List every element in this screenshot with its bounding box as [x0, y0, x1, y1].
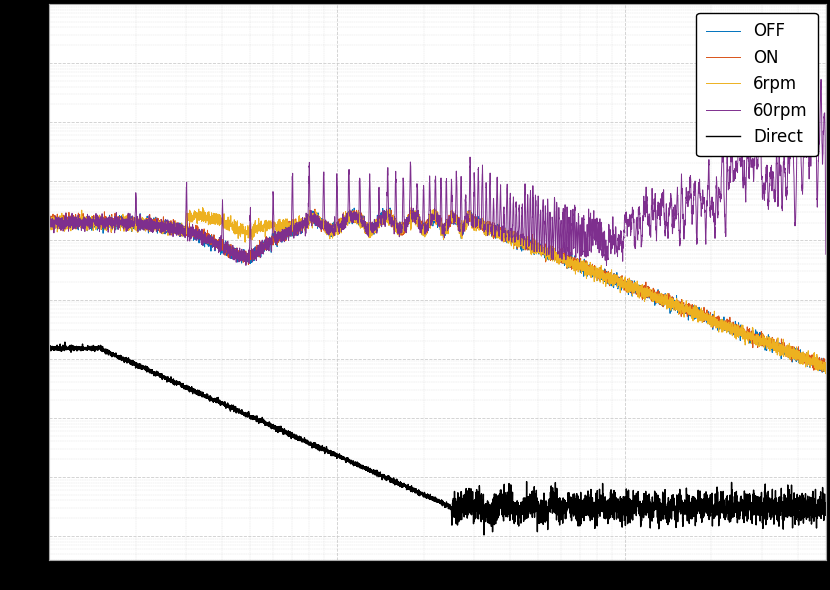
OFF [815, 365, 825, 372]
ON [232, 247, 242, 254]
Line: OFF: OFF [49, 208, 826, 373]
OFF [821, 369, 830, 376]
Line: Direct: Direct [49, 342, 826, 535]
60rpm [754, 26, 764, 33]
6rpm [232, 225, 242, 232]
6rpm [821, 370, 830, 377]
Direct [393, 480, 403, 487]
OFF [393, 227, 403, 234]
6rpm [44, 220, 54, 227]
6rpm [198, 204, 208, 211]
OFF [337, 220, 347, 227]
ON [224, 247, 234, 254]
6rpm [229, 224, 239, 231]
Direct [479, 532, 489, 539]
60rpm [241, 262, 251, 269]
Direct [225, 402, 235, 409]
60rpm [815, 126, 825, 133]
60rpm [228, 247, 238, 254]
6rpm [225, 222, 235, 230]
60rpm [393, 219, 403, 227]
60rpm [821, 251, 830, 258]
ON [817, 368, 827, 375]
OFF [44, 214, 54, 221]
Direct [821, 500, 830, 507]
ON [337, 217, 347, 224]
Direct [229, 406, 239, 413]
OFF [385, 204, 395, 211]
6rpm [393, 224, 403, 231]
60rpm [232, 249, 242, 256]
ON [406, 204, 416, 211]
ON [44, 218, 54, 225]
OFF [821, 365, 830, 372]
6rpm [337, 218, 347, 225]
60rpm [337, 219, 347, 226]
Direct [337, 453, 347, 460]
Line: 6rpm: 6rpm [49, 208, 826, 373]
ON [228, 244, 238, 251]
Line: ON: ON [49, 208, 826, 372]
ON [821, 360, 830, 367]
Legend: OFF, ON, 6rpm, 60rpm, Direct: OFF, ON, 6rpm, 60rpm, Direct [696, 12, 818, 156]
ON [392, 228, 402, 235]
Direct [232, 405, 242, 412]
OFF [224, 241, 234, 248]
6rpm [821, 369, 830, 376]
Direct [815, 493, 825, 500]
ON [815, 364, 825, 371]
Direct [44, 347, 54, 354]
Direct [60, 339, 70, 346]
60rpm [224, 250, 234, 257]
OFF [232, 250, 242, 257]
OFF [228, 253, 238, 260]
Line: 60rpm: 60rpm [49, 30, 826, 266]
6rpm [815, 366, 825, 373]
60rpm [44, 222, 54, 229]
